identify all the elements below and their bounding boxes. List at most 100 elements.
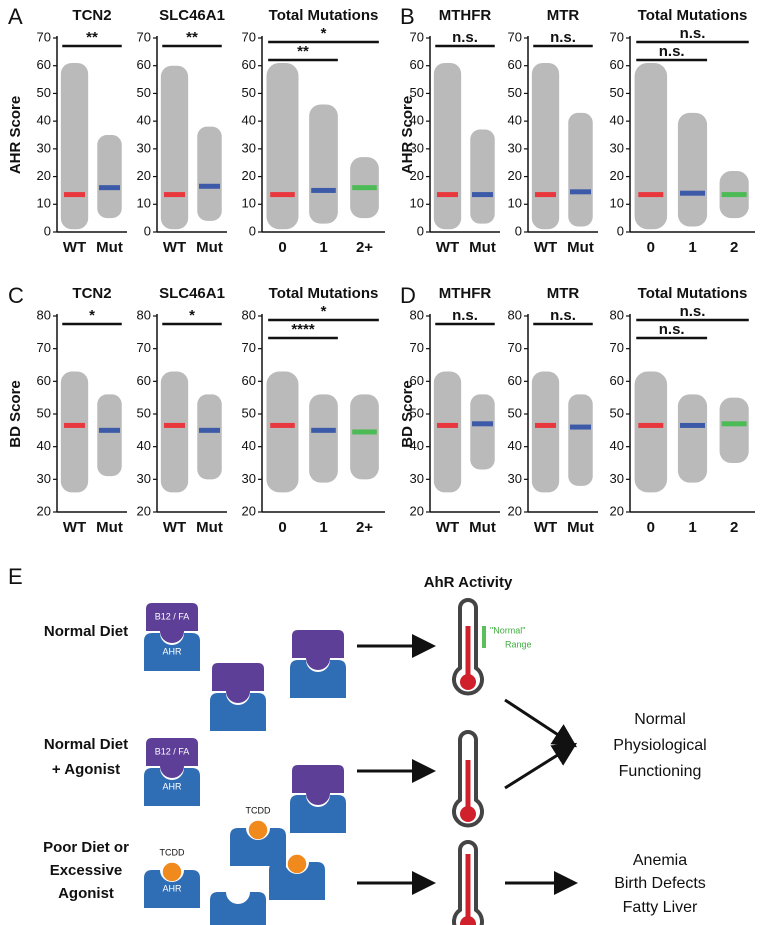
y-tick-label: 40 (508, 113, 522, 128)
y-axis-label: AHR Score (399, 96, 416, 174)
data-cloud (531, 371, 560, 493)
x-tick-label: Mut (567, 519, 594, 536)
y-tick-label: 50 (610, 405, 624, 420)
x-tick-label: Mut (469, 239, 496, 256)
y-tick-label: 20 (137, 503, 151, 518)
chart-title: Total Mutations (269, 7, 379, 24)
data-cloud (60, 371, 89, 493)
chart-title: MTR (547, 7, 580, 24)
x-tick-label: WT (436, 519, 459, 536)
cofactor (146, 603, 198, 643)
range-note: Range (505, 639, 532, 649)
y-tick-label: 60 (242, 373, 256, 388)
x-tick-label: 2 (730, 239, 738, 256)
y-tick-label: 30 (610, 140, 624, 155)
median (570, 424, 591, 430)
chart-title: SLC46A1 (159, 285, 225, 302)
y-tick-label: 60 (37, 57, 51, 72)
panel-label: C (8, 283, 24, 308)
receptor (144, 633, 200, 671)
y-tick-label: 20 (610, 168, 624, 183)
y-tick-label: 70 (610, 29, 624, 44)
y-tick-label: 80 (610, 307, 624, 322)
x-tick-label: WT (163, 239, 186, 256)
significance-label: ** (86, 29, 98, 46)
y-tick-label: 0 (417, 223, 424, 238)
agonist (247, 819, 269, 841)
y-tick-label: 30 (242, 471, 256, 486)
outcome: Physiological (613, 737, 706, 754)
significance-label: ** (297, 43, 309, 60)
y-tick-label: 70 (242, 29, 256, 44)
y-tick-label: 70 (508, 340, 522, 355)
median (164, 422, 185, 428)
cofactor (212, 663, 264, 703)
receptor (210, 892, 266, 925)
y-axis-label: AHR Score (7, 96, 24, 174)
y-tick-label: 40 (242, 438, 256, 453)
data-cloud (97, 135, 122, 219)
median (352, 185, 377, 191)
row-label: Poor Diet or (43, 839, 129, 856)
y-tick-label: 60 (137, 57, 151, 72)
y-tick-label: 60 (410, 57, 424, 72)
x-tick-label: WT (534, 519, 557, 536)
x-tick-label: Mut (567, 239, 594, 256)
x-tick-label: WT (63, 519, 86, 536)
y-tick-label: 20 (137, 168, 151, 183)
thermometer-fill (465, 626, 471, 682)
median (270, 422, 295, 428)
y-tick-label: 50 (242, 405, 256, 420)
y-tick-label: 10 (137, 196, 151, 211)
significance-label: n.s. (550, 29, 576, 46)
y-tick-label: 40 (37, 438, 51, 453)
outcome: Birth Defects (614, 875, 706, 892)
y-tick-label: 80 (508, 307, 522, 322)
outcome: Fatty Liver (623, 899, 698, 916)
agonist-label: TCDD (246, 805, 271, 815)
y-tick-label: 50 (508, 405, 522, 420)
y-tick-label: 20 (242, 503, 256, 518)
y-tick-label: 10 (610, 196, 624, 211)
chart-title: MTR (547, 285, 580, 302)
row-label: Excessive (50, 862, 123, 879)
median (164, 192, 185, 198)
y-tick-label: 20 (242, 168, 256, 183)
thermometer-fill (465, 854, 471, 924)
y-axis-label: BD Score (7, 380, 24, 448)
x-tick-label: WT (163, 519, 186, 536)
x-tick-label: 2 (730, 519, 738, 536)
y-tick-label: 20 (410, 503, 424, 518)
data-cloud (97, 394, 122, 477)
x-tick-label: WT (436, 239, 459, 256)
y-tick-label: 60 (508, 57, 522, 72)
median (199, 183, 220, 189)
y-tick-label: 30 (610, 471, 624, 486)
significance-label: n.s. (659, 43, 685, 60)
data-cloud (470, 394, 495, 470)
cofactor (146, 738, 198, 778)
data-cloud (677, 394, 708, 483)
y-tick-label: 60 (137, 373, 151, 388)
median (638, 192, 664, 198)
median (64, 192, 85, 198)
y-tick-label: 30 (137, 140, 151, 155)
y-tick-label: 10 (410, 196, 424, 211)
panel-label: E (8, 564, 23, 589)
x-tick-label: 1 (319, 519, 327, 536)
significance-label: n.s. (680, 25, 706, 42)
normal-range (482, 626, 486, 648)
median (472, 192, 493, 198)
arrow (504, 698, 578, 748)
x-tick-label: 0 (647, 519, 655, 536)
y-tick-label: 20 (410, 168, 424, 183)
y-tick-label: 30 (37, 140, 51, 155)
data-cloud (531, 62, 560, 230)
y-tick-label: 20 (37, 168, 51, 183)
y-tick-label: 70 (137, 29, 151, 44)
y-tick-label: 40 (137, 113, 151, 128)
y-tick-label: 40 (137, 438, 151, 453)
y-tick-label: 50 (137, 85, 151, 100)
y-tick-label: 70 (610, 340, 624, 355)
median (721, 192, 747, 198)
